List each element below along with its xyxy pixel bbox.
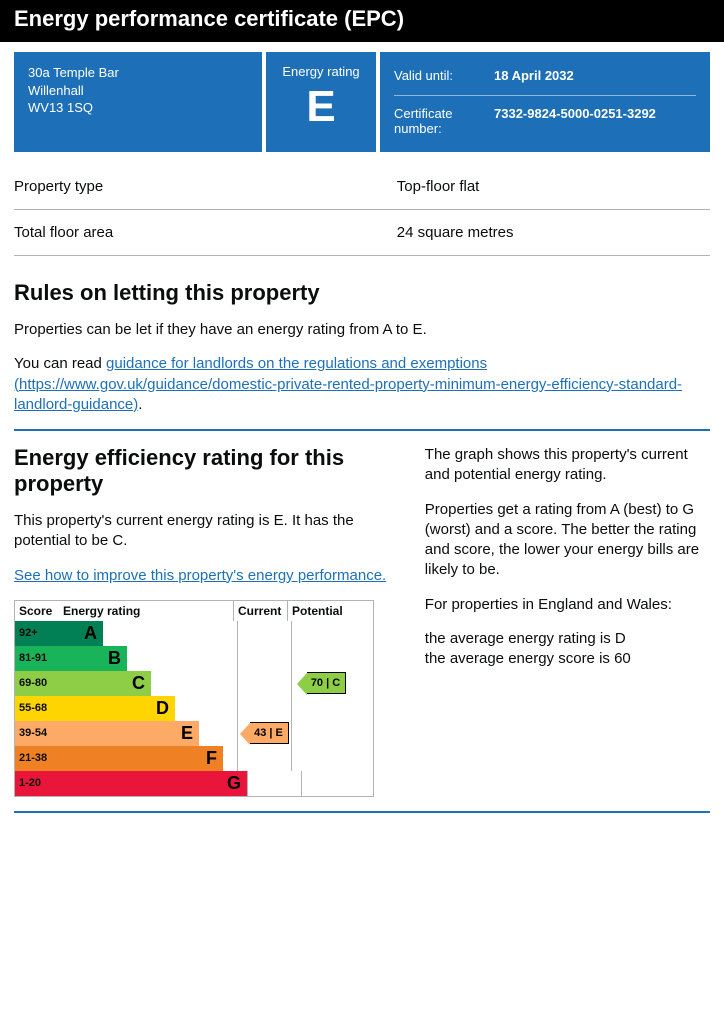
address-line1: 30a Temple Bar (28, 64, 248, 82)
epc-score: 39-54 (15, 721, 59, 746)
graph-desc-3: For properties in England and Wales: (425, 595, 710, 615)
epc-potential-cell (291, 621, 351, 646)
epc-current-cell (237, 746, 291, 771)
prop-label: Property type (14, 164, 397, 210)
graph-desc-2: Properties get a rating from A (best) to… (425, 500, 710, 581)
epc-header-score: Score (15, 601, 59, 621)
landlord-guidance-link[interactable]: guidance for landlords on the regulation… (14, 355, 682, 413)
graph-desc-1: The graph shows this property's current … (425, 445, 710, 486)
epc-row-a: 92+A (15, 621, 373, 646)
epc-score: 92+ (15, 621, 59, 646)
letting-heading: Rules on letting this property (14, 280, 710, 306)
epc-score: 55-68 (15, 696, 59, 721)
epc-row-g: 1-20G (15, 771, 373, 796)
epc-row-b: 81-91B (15, 646, 373, 671)
improve-link[interactable]: See how to improve this property's energ… (14, 567, 386, 584)
epc-bar: E (59, 721, 199, 746)
epc-score: 69-80 (15, 671, 59, 696)
cert-number-label: Certificate number: (394, 106, 494, 136)
valid-until-label: Valid until: (394, 68, 494, 83)
prop-value: 24 square metres (397, 210, 710, 256)
epc-potential-cell (291, 746, 351, 771)
header-blocks: 30a Temple Bar Willenhall WV13 1SQ Energ… (14, 52, 710, 152)
page-title: Energy performance certificate (EPC) (0, 0, 724, 42)
rating-label: Energy rating (280, 64, 362, 79)
epc-current-cell (237, 696, 291, 721)
epc-bar: B (59, 646, 127, 671)
potential-rating-tag: 70 | C (307, 672, 346, 694)
epc-bar: D (59, 696, 175, 721)
graph-desc-4: the average energy rating is D the avera… (425, 629, 710, 670)
address-postcode: WV13 1SQ (28, 99, 248, 117)
epc-current-cell (237, 646, 291, 671)
epc-score: 21-38 (15, 746, 59, 771)
epc-score: 1-20 (15, 771, 59, 796)
epc-row-e: 39-54E 43 | E (15, 721, 373, 746)
epc-bar: F (59, 746, 223, 771)
letting-p2: You can read guidance for landlords on t… (14, 354, 710, 415)
epc-bar: G (59, 771, 247, 796)
epc-chart: Score Energy rating Current Potential 92… (14, 600, 374, 797)
epc-header-rating: Energy rating (59, 601, 233, 621)
epc-current-cell: 43 | E (237, 721, 291, 746)
prop-label: Total floor area (14, 210, 397, 256)
divider (14, 811, 710, 813)
epc-potential-cell (291, 721, 351, 746)
epc-potential-cell: 70 | C (291, 671, 351, 696)
rating-block: Energy rating E (266, 52, 376, 152)
address-block: 30a Temple Bar Willenhall WV13 1SQ (14, 52, 262, 152)
meta-block: Valid until: 18 April 2032 Certificate n… (380, 52, 710, 152)
property-table: Property type Top-floor flat Total floor… (14, 164, 710, 256)
epc-row-f: 21-38F (15, 746, 373, 771)
cert-number-value: 7332-9824-5000-0251-3292 (494, 106, 656, 136)
letting-p1: Properties can be let if they have an en… (14, 320, 710, 340)
epc-header-potential: Potential (287, 601, 347, 621)
epc-bar: A (59, 621, 103, 646)
table-row: Total floor area 24 square metres (14, 210, 710, 256)
epc-row-c: 69-80C 70 | C (15, 671, 373, 696)
epc-current-cell (237, 621, 291, 646)
current-rating-tag: 43 | E (250, 722, 289, 744)
address-line2: Willenhall (28, 82, 248, 100)
epc-potential-cell (291, 696, 351, 721)
epc-row-d: 55-68D (15, 696, 373, 721)
epc-current-cell (237, 671, 291, 696)
efficiency-heading: Energy efficiency rating for this proper… (14, 445, 397, 497)
epc-score: 81-91 (15, 646, 59, 671)
divider (14, 429, 710, 431)
valid-until-value: 18 April 2032 (494, 68, 574, 83)
epc-header-current: Current (233, 601, 287, 621)
epc-potential-cell (291, 646, 351, 671)
table-row: Property type Top-floor flat (14, 164, 710, 210)
epc-potential-cell (301, 771, 361, 796)
epc-bar: C (59, 671, 151, 696)
rating-letter: E (280, 83, 362, 131)
efficiency-p1: This property's current energy rating is… (14, 511, 397, 552)
prop-value: Top-floor flat (397, 164, 710, 210)
epc-current-cell (247, 771, 301, 796)
